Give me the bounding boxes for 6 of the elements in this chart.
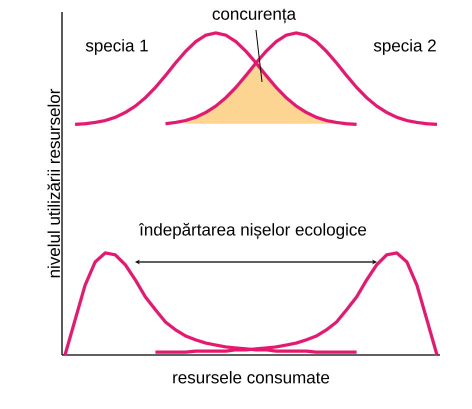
- annotation: specia 2: [374, 39, 436, 55]
- annotation: îndepărtarea nișelor ecologice: [138, 222, 366, 240]
- x-axis-title: resursele consumate: [173, 371, 330, 384]
- annotation: specia 1: [86, 39, 148, 55]
- text: concurența: [212, 8, 296, 24]
- y-axis-title: nivelul utilizării resurselor: [47, 88, 60, 278]
